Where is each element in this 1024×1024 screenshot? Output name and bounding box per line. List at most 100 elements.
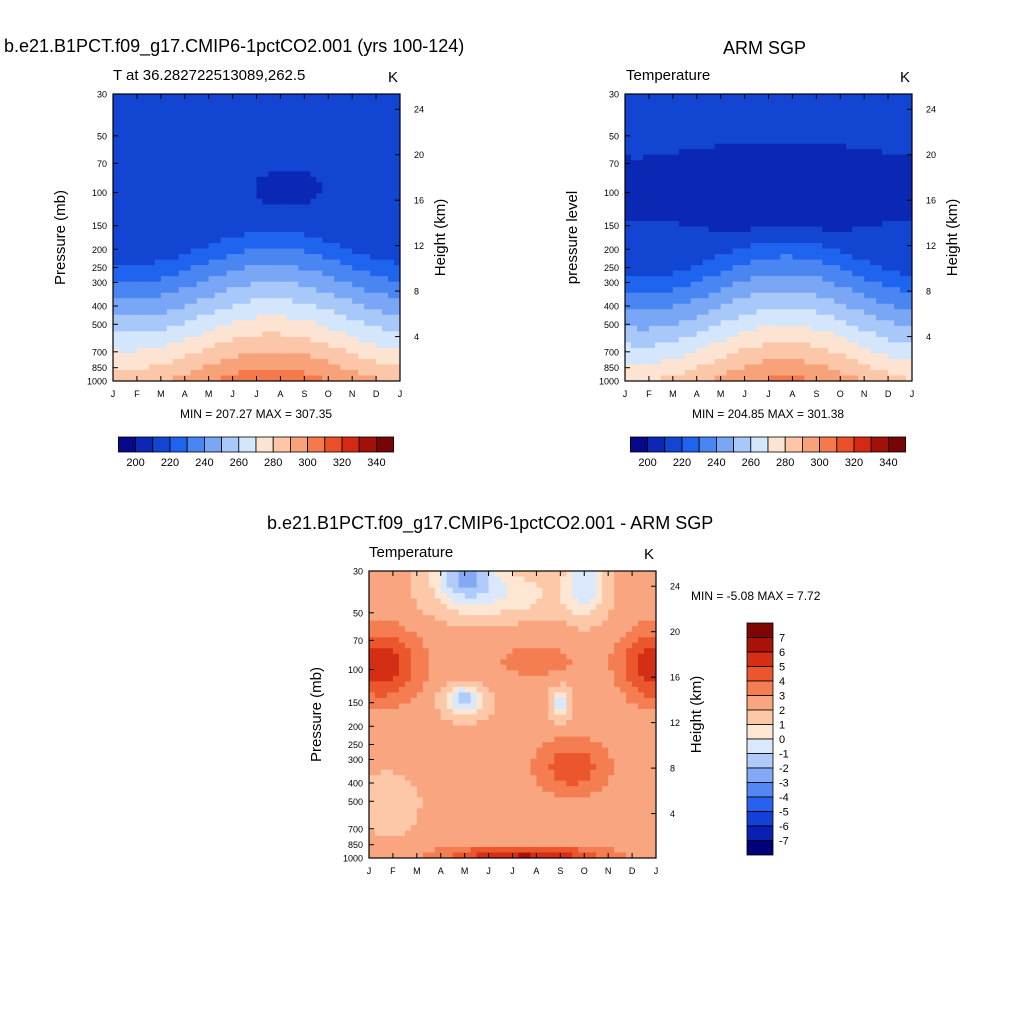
field-cell (250, 259, 258, 266)
field-cell (792, 309, 799, 316)
field-cell (322, 187, 329, 194)
field-cell (792, 204, 799, 211)
field-cell (214, 121, 222, 128)
field-cell (636, 209, 644, 217)
field-cell (304, 165, 311, 172)
field-cell (238, 270, 246, 277)
field-cell (172, 110, 180, 117)
field-cell (642, 303, 650, 310)
field-cell (304, 160, 311, 167)
field-cell (804, 182, 811, 189)
field-cell (660, 292, 668, 299)
field-cell (828, 204, 835, 211)
field-cell (322, 353, 329, 360)
field-cell (654, 154, 662, 161)
field-cell (816, 375, 823, 381)
field-cell (678, 364, 686, 371)
field-cell (376, 193, 383, 200)
field-cell (286, 99, 293, 106)
field-cell (648, 309, 656, 316)
field-cell (876, 121, 883, 128)
field-cell (630, 303, 638, 310)
field-cell (630, 314, 638, 321)
field-cell (804, 187, 811, 194)
field-cell (310, 325, 317, 332)
field-cell (852, 198, 859, 205)
field-cell (124, 105, 132, 112)
field-cell (250, 121, 258, 128)
field-cell (394, 204, 400, 211)
field-cell (660, 254, 668, 261)
field-cell (166, 281, 174, 288)
field-cell (220, 121, 228, 128)
field-cell (370, 287, 377, 294)
field-cell (636, 320, 644, 327)
field-cell (202, 287, 210, 294)
field-cell (810, 265, 817, 272)
field-cell (304, 358, 311, 366)
field-cell (714, 281, 722, 288)
field-cell (196, 171, 204, 178)
field-cell (648, 276, 656, 283)
field-cell (310, 364, 317, 371)
field-cell (834, 204, 841, 211)
field-cell (298, 99, 305, 106)
field-cell (130, 364, 138, 371)
field-cell (786, 171, 794, 178)
field-cell (708, 127, 716, 134)
field-cell (714, 182, 722, 189)
field-cell (786, 320, 794, 327)
field-cell (678, 281, 686, 288)
field-cell (672, 121, 680, 128)
field-cell (804, 325, 811, 332)
field-cell (858, 248, 865, 255)
field-cell (672, 248, 680, 255)
field-cell (834, 342, 841, 349)
field-cell (136, 364, 144, 371)
field-cell (708, 138, 716, 145)
field-cell (160, 209, 168, 217)
field-cell (786, 259, 794, 266)
model-plot-units: K (388, 69, 399, 86)
field-cell (382, 132, 389, 139)
field-cell (684, 105, 692, 112)
field-cell (118, 248, 126, 255)
field-cell (768, 314, 776, 321)
field-cell (846, 209, 853, 217)
field-cell (262, 254, 270, 261)
field-cell (666, 248, 674, 255)
field-cell (900, 237, 907, 244)
field-cell (852, 149, 859, 156)
field-cell (750, 99, 758, 106)
field-cell (166, 375, 174, 381)
field-cell (666, 165, 674, 172)
field-cell (304, 364, 311, 371)
field-cell (816, 154, 823, 161)
field-cell (244, 160, 252, 167)
field-cell (322, 132, 329, 139)
field-cell (792, 375, 799, 381)
field-cell (720, 375, 728, 381)
field-cell (244, 276, 252, 283)
field-cell (786, 309, 794, 316)
field-cell (882, 149, 889, 156)
field-cell (798, 143, 805, 150)
field-cell (232, 243, 240, 250)
field-cell (810, 270, 817, 277)
field-cell (238, 331, 246, 338)
field-cell (286, 209, 293, 217)
field-cell (738, 127, 746, 134)
field-cell (376, 375, 383, 381)
field-cell (636, 149, 644, 156)
field-cell (684, 187, 692, 194)
field-cell (696, 121, 704, 128)
field-cell (268, 325, 276, 332)
field-cell (672, 375, 680, 381)
field-cell (672, 182, 680, 189)
field-cell (720, 143, 728, 150)
field-cell (774, 358, 782, 366)
field-cell (870, 281, 877, 288)
field-cell (292, 342, 299, 349)
field-cell (256, 292, 264, 299)
